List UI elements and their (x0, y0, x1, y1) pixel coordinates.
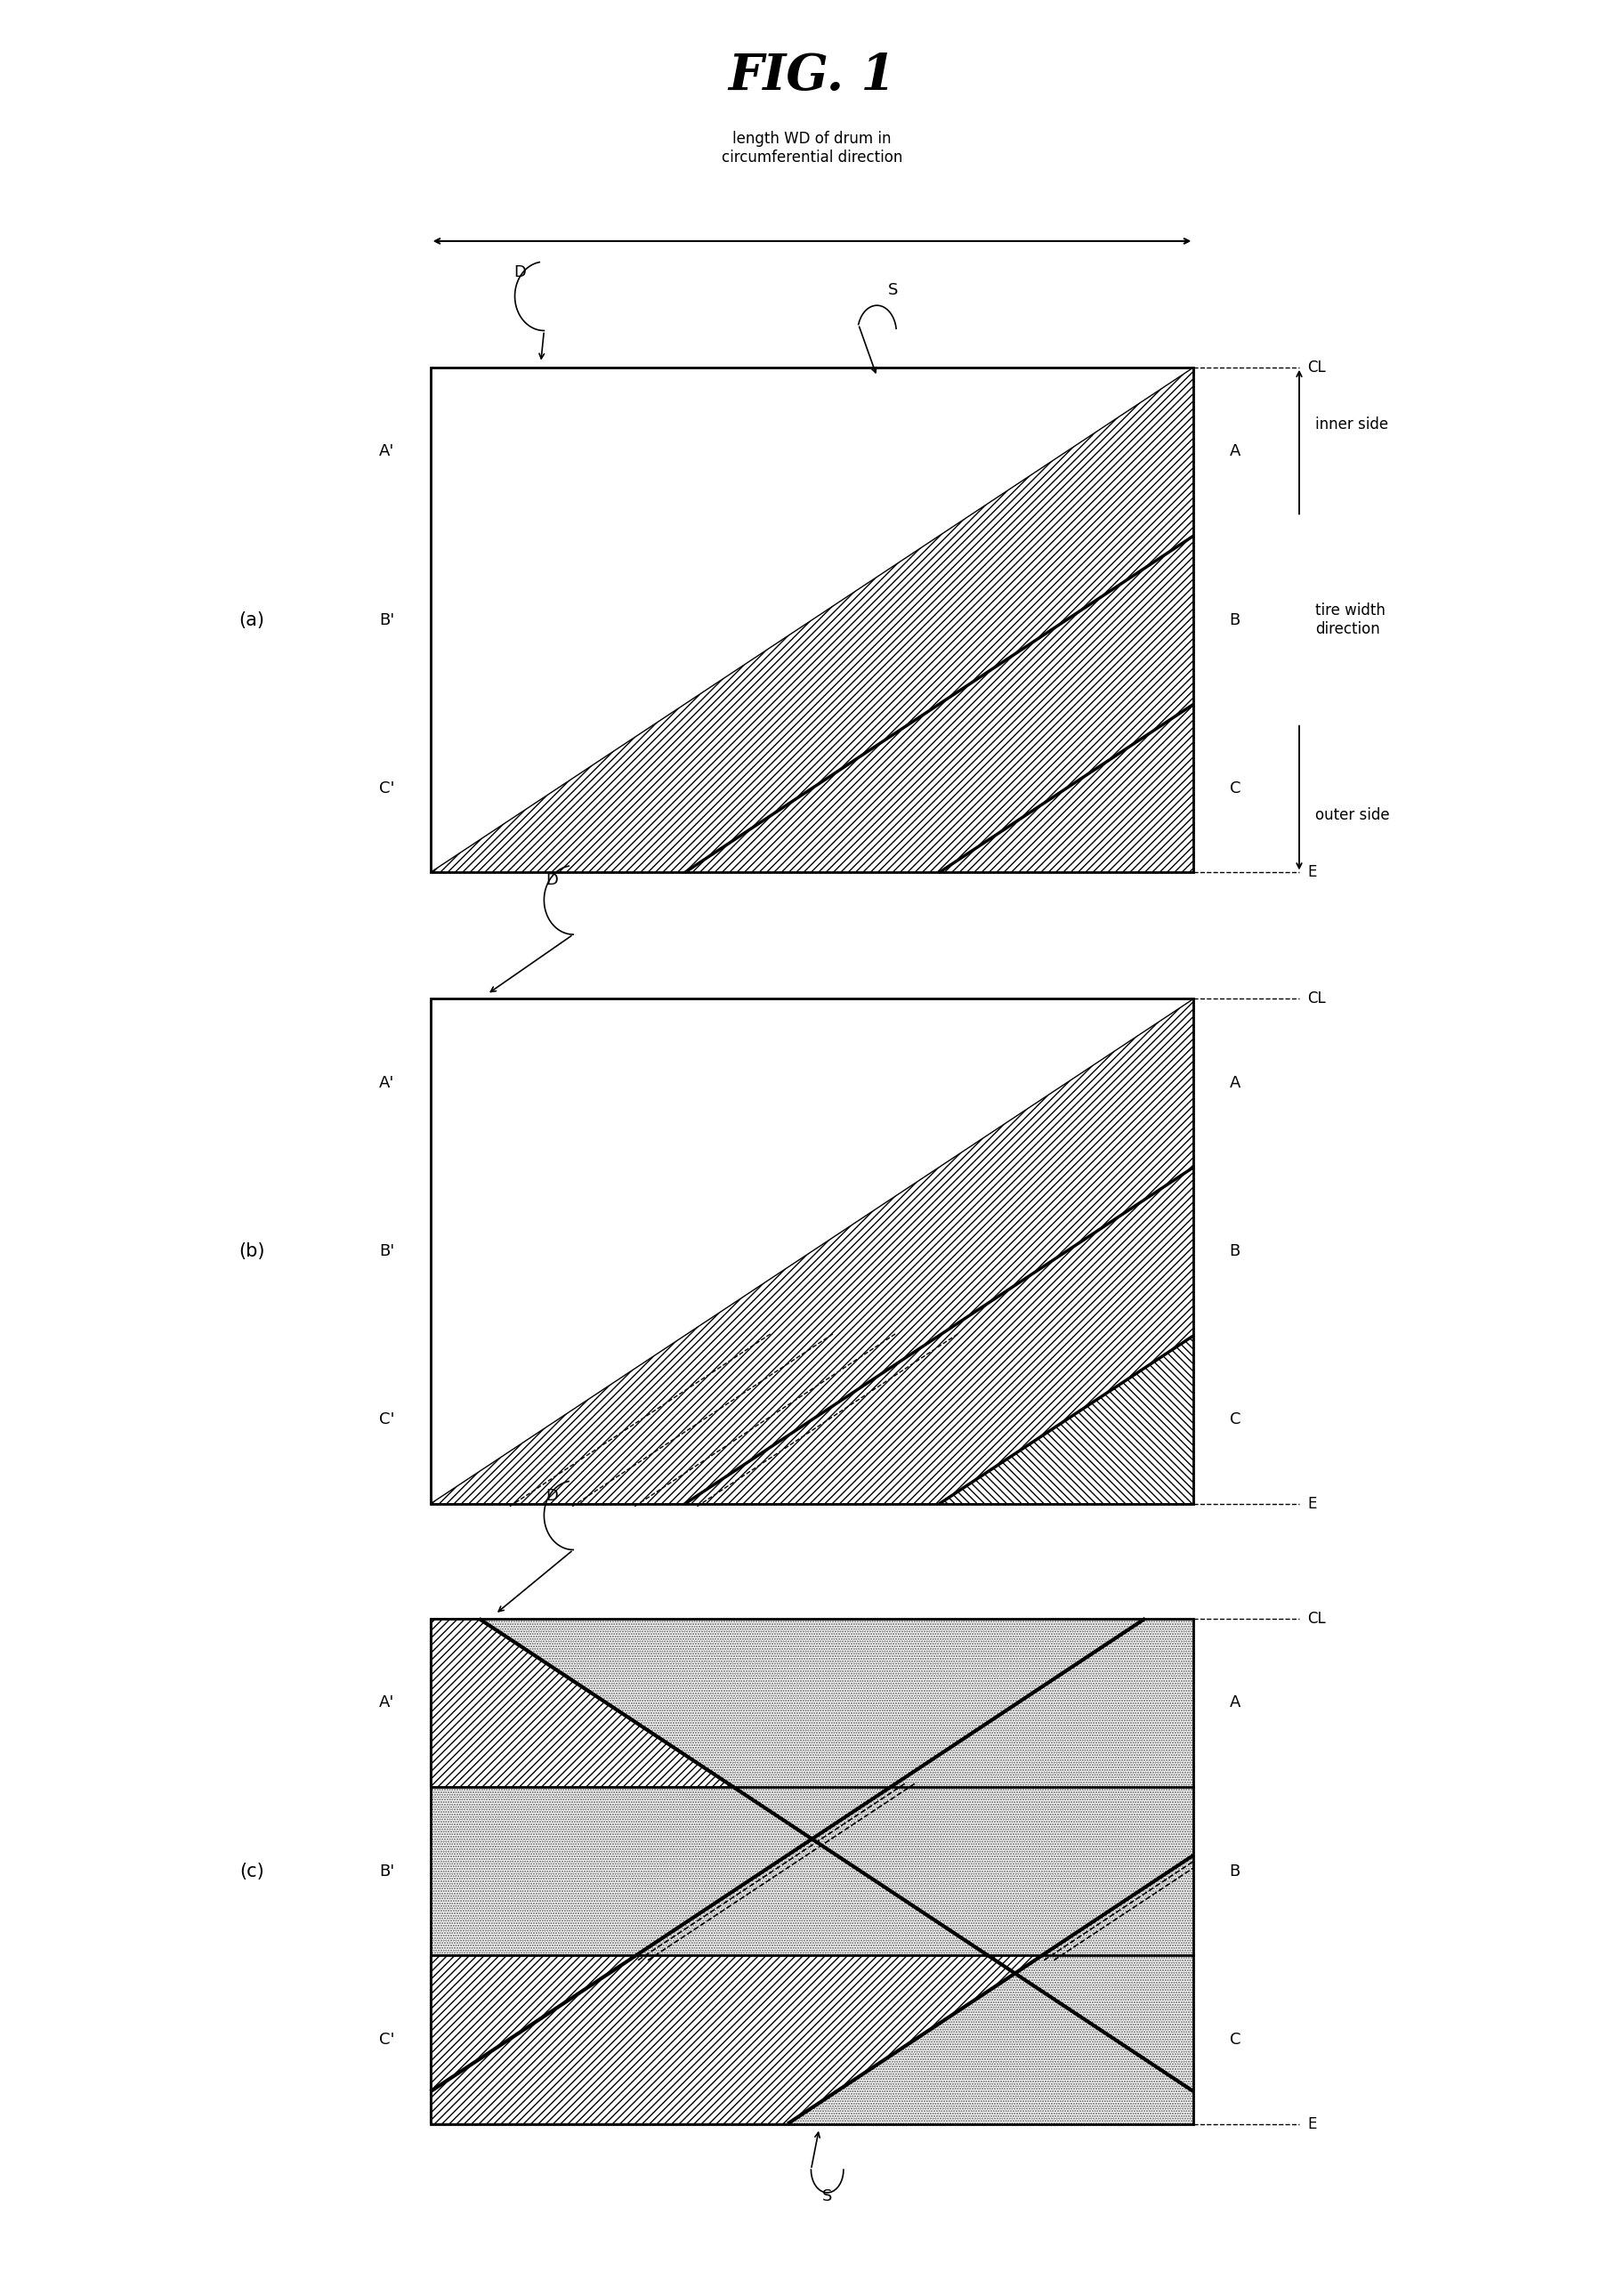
Text: B': B' (380, 613, 395, 627)
Text: CL: CL (1307, 1612, 1325, 1626)
Text: C: C (1229, 2032, 1241, 2048)
Polygon shape (430, 1619, 734, 1786)
Text: E: E (1307, 1497, 1317, 1511)
Text: A: A (1229, 443, 1241, 459)
Text: B': B' (380, 1864, 395, 1878)
Polygon shape (939, 705, 1194, 872)
Text: B': B' (380, 1244, 395, 1258)
Text: inner side: inner side (1315, 418, 1389, 432)
Text: B: B (1229, 1244, 1241, 1258)
Text: CL: CL (1307, 992, 1325, 1006)
Text: A': A' (378, 443, 395, 459)
Text: E: E (1307, 2117, 1317, 2131)
Text: A': A' (378, 1075, 395, 1091)
Polygon shape (685, 535, 1194, 872)
Text: B: B (1229, 613, 1241, 627)
Text: (c): (c) (239, 1862, 265, 1880)
Polygon shape (430, 1619, 1194, 2124)
Polygon shape (430, 367, 1194, 872)
Text: A: A (1229, 1075, 1241, 1091)
Text: C: C (1229, 781, 1241, 797)
Polygon shape (939, 1336, 1194, 1504)
Text: C: C (1229, 1412, 1241, 1428)
Text: FIG. 1: FIG. 1 (728, 51, 896, 101)
Text: length WD of drum in
circumferential direction: length WD of drum in circumferential dir… (721, 131, 903, 165)
Text: (a): (a) (239, 611, 265, 629)
Polygon shape (685, 1166, 1194, 1504)
Text: tire width
direction: tire width direction (1315, 602, 1385, 638)
Text: B: B (1229, 1864, 1241, 1878)
Text: (b): (b) (239, 1242, 265, 1261)
Polygon shape (430, 999, 1194, 1504)
Polygon shape (430, 999, 1194, 1504)
Polygon shape (430, 1619, 1194, 2124)
Text: D: D (546, 1488, 559, 1504)
Text: S: S (888, 282, 898, 298)
Polygon shape (430, 1956, 1043, 2124)
Text: E: E (1307, 866, 1317, 879)
Text: D: D (546, 872, 559, 889)
Text: C': C' (378, 1412, 395, 1428)
Text: A': A' (378, 1694, 395, 1711)
Text: C': C' (378, 781, 395, 797)
Text: outer side: outer side (1315, 808, 1390, 822)
Text: S: S (822, 2188, 833, 2204)
Text: A: A (1229, 1694, 1241, 1711)
Polygon shape (430, 367, 1194, 872)
Text: CL: CL (1307, 360, 1325, 374)
Text: D: D (513, 264, 526, 280)
Text: C': C' (378, 2032, 395, 2048)
